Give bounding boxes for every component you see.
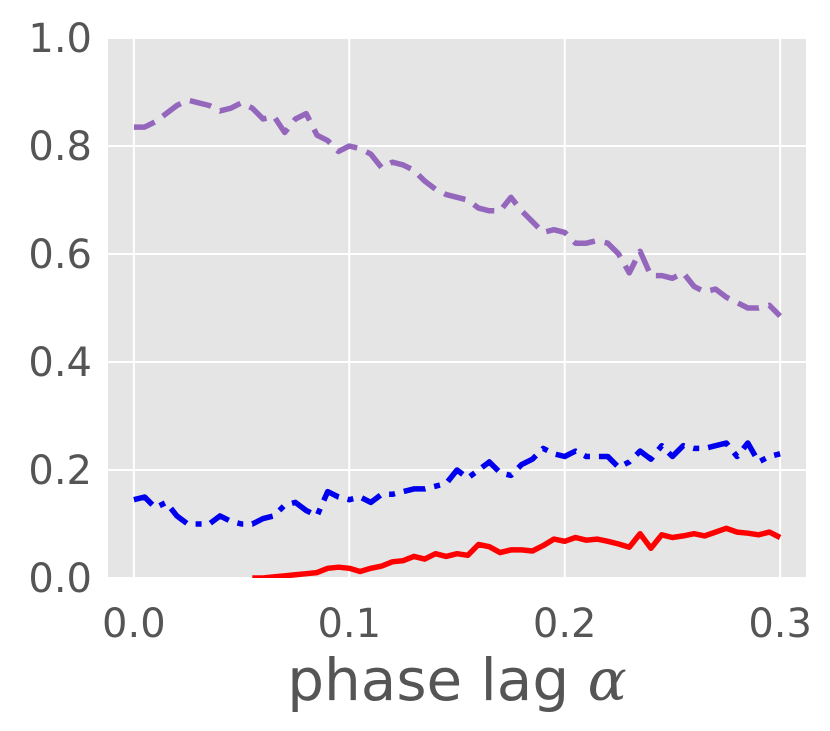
- y-tick-label: 1.0: [28, 16, 92, 62]
- y-tick-label: 0.0: [28, 556, 92, 602]
- alpha-symbol: α: [588, 646, 627, 714]
- y-tick-label: 0.6: [28, 232, 92, 278]
- x-tick-label: 0.1: [317, 601, 381, 647]
- series-layer: [133, 97, 783, 578]
- y-tick-label: 0.4: [28, 340, 92, 386]
- y-tick-label: 0.8: [28, 124, 92, 170]
- y-tick-label: 0.2: [28, 448, 92, 494]
- x-tick-label: 0.0: [102, 601, 166, 647]
- series-line-2-solid: [252, 525, 782, 578]
- series-line-1-dashdot: [133, 440, 781, 527]
- tick-labels: 0.0 0.1 0.2 0.3 0.0 0.2 0.4 0.6 0.8 1.0: [28, 16, 812, 647]
- x-tick-label: 0.3: [748, 601, 812, 647]
- plot-area: [108, 38, 806, 578]
- series-line-0-dashed: [133, 97, 783, 319]
- x-axis-label: phase lag α: [287, 646, 627, 714]
- x-tick-label: 0.2: [533, 601, 597, 647]
